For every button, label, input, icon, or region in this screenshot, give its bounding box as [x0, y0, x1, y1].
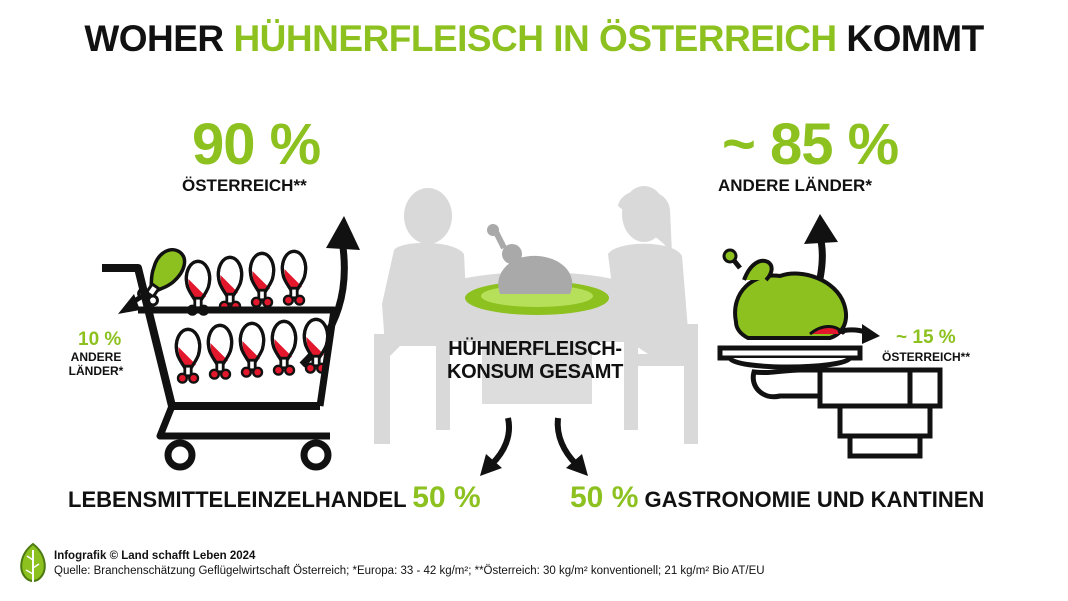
serving-tray-icon: [717, 214, 943, 459]
retail-share-label: LEBENSMITTELEINZELHANDEL: [68, 487, 407, 512]
footer-credit: Infografik © Land schafft Leben 2024: [54, 549, 255, 563]
retail-minor-label-line1: ANDERE: [70, 350, 122, 364]
leaf-logo-icon: [20, 542, 46, 582]
gastro-main-label: ANDERE LÄNDER*: [718, 176, 872, 195]
retail-minor-label-line2: LÄNDER*: [68, 364, 124, 378]
retail-share: LEBENSMITTELEINZELHANDEL 50 %: [68, 481, 481, 514]
retail-main-percent: 90 %: [192, 112, 321, 177]
center-label: HÜHNERFLEISCH- KONSUM GESAMT: [420, 338, 650, 384]
title-part-3: KOMMT: [836, 18, 984, 59]
page-title: WOHER HÜHNERFLEISCH IN ÖSTERREICH KOMMT: [0, 18, 1068, 60]
split-arrows: [480, 417, 588, 476]
footer-credit-text: Infografik © Land schafft Leben 2024: [54, 550, 256, 562]
shopping-cart-icon: [102, 216, 360, 471]
arrow-left-icon: [480, 417, 512, 476]
title-part-1: WOHER: [84, 18, 234, 59]
gastro-main-percent: ~ 85 %: [722, 112, 899, 177]
arrow-right-icon: [554, 417, 588, 476]
footer-source: Quelle: Branchenschätzung Geflügelwirtsc…: [54, 565, 765, 577]
retail-main-label: ÖSTERREICH**: [182, 176, 307, 195]
title-part-2: HÜHNERFLEISCH IN ÖSTERREICH: [233, 18, 837, 59]
gastro-share-label: GASTRONOMIE UND KANTINEN: [644, 487, 985, 512]
gastro-minor-percent: ~ 15 %: [896, 327, 956, 348]
dining-table-icon: [374, 186, 698, 444]
gastro-minor-label: ÖSTERREICH**: [882, 350, 971, 364]
gastro-share: 50 % GASTRONOMIE UND KANTINEN: [570, 481, 985, 514]
retail-share-percent: 50 %: [412, 481, 481, 514]
retail-minor-label: ANDERE LÄNDER*: [66, 350, 126, 378]
center-label-line2: KONSUM GESAMT: [446, 361, 624, 383]
retail-minor-percent: 10 %: [78, 329, 122, 350]
center-label-line1: HÜHNERFLEISCH-: [448, 338, 622, 360]
gastro-share-percent: 50 %: [570, 481, 639, 514]
